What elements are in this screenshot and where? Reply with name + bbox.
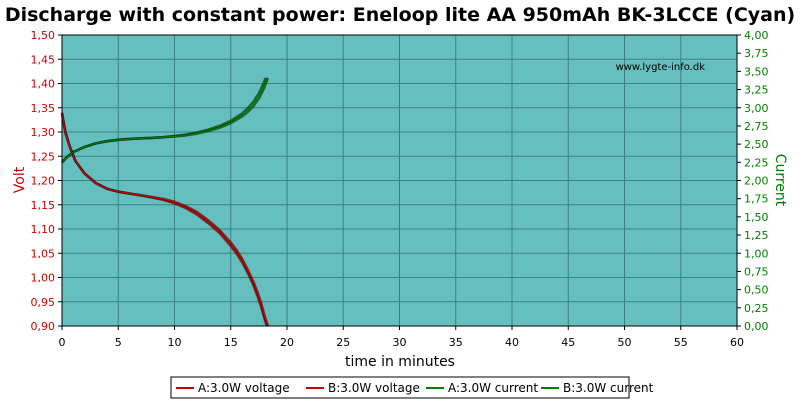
left-tick-label: 1,10 [31, 223, 56, 236]
legend-label: B:3.0W voltage [328, 381, 420, 395]
x-tick-label: 45 [561, 336, 575, 349]
left-tick-label: 1,40 [31, 78, 56, 91]
left-tick-label: 1,30 [31, 126, 56, 139]
left-tick-label: 0,95 [31, 296, 56, 309]
x-tick-label: 50 [618, 336, 632, 349]
left-tick-label: 1,20 [31, 175, 56, 188]
right-tick-label: 3,75 [744, 47, 769, 60]
right-tick-label: 4,00 [744, 29, 769, 42]
legend-label: A:3.0W voltage [198, 381, 290, 395]
left-tick-label: 1,45 [31, 53, 56, 66]
right-tick-label: 1,25 [744, 229, 769, 242]
x-tick-label: 25 [336, 336, 350, 349]
legend-label: B:3.0W current [563, 381, 654, 395]
right-y-axis: 0,00 0,25 0,50 0,75 1,00 1,25 1,50 1,75 2,00 2,25… [737, 29, 769, 333]
left-tick-label: 1,35 [31, 102, 56, 115]
left-tick-label: 1,00 [31, 272, 56, 285]
series-line-1 [61, 113, 269, 327]
left-tick-label: 1,05 [31, 247, 56, 260]
right-tick-label: 2,50 [744, 138, 769, 151]
right-tick-label: 0,75 [744, 265, 769, 278]
x-tick-label: 5 [115, 336, 122, 349]
legend: A:3.0W voltage B:3.0W voltage A:3.0W curre… [170, 376, 654, 399]
right-y-axis-label: Current [772, 154, 788, 207]
left-tick-label: 1,50 [31, 29, 56, 42]
x-tick-label: 60 [730, 336, 744, 349]
series-line-3 [61, 77, 269, 163]
x-tick-label: 15 [224, 336, 238, 349]
right-tick-label: 0,25 [744, 302, 769, 315]
left-tick-label: 1,15 [31, 199, 56, 212]
right-tick-label: 2,00 [744, 175, 769, 188]
grid-lines [62, 35, 737, 326]
right-tick-label: 1,50 [744, 211, 769, 224]
right-tick-label: 3,50 [744, 65, 769, 78]
x-tick-label: 40 [505, 336, 519, 349]
x-tick-label: 0 [59, 336, 66, 349]
right-tick-label: 2,25 [744, 156, 769, 169]
data-lines [60, 77, 270, 327]
x-tick-label: 10 [168, 336, 182, 349]
right-tick-label: 0,00 [744, 320, 769, 333]
x-tick-label: 30 [393, 336, 407, 349]
legend-box [170, 376, 630, 399]
right-tick-label: 0,50 [744, 284, 769, 297]
left-tick-label: 0,90 [31, 320, 56, 333]
watermark: www.lygte-info.dk [616, 62, 706, 73]
legend-label: A:3.0W current [448, 381, 538, 395]
x-tick-label: 20 [280, 336, 294, 349]
x-axis: 0 5 10 15 20 25 30 35 40 45 50 55 60 [59, 326, 744, 349]
left-y-axis: 0,90 0,95 1,00 1,05 1,10 1,15 1,20 1,25 1,30 1,35… [31, 29, 62, 333]
right-tick-label: 3,25 [744, 84, 769, 97]
left-y-axis-label: Volt [12, 166, 28, 193]
x-tick-label: 35 [449, 336, 463, 349]
right-tick-label: 1,75 [744, 193, 769, 206]
right-tick-label: 1,00 [744, 247, 769, 260]
right-tick-label: 3,00 [744, 102, 769, 115]
right-tick-label: 2,75 [744, 120, 769, 133]
chart-title: Discharge with constant power: Eneloop l… [5, 4, 795, 26]
x-tick-label: 55 [674, 336, 688, 349]
left-tick-label: 1,25 [31, 150, 56, 163]
x-axis-label: time in minutes [345, 354, 455, 370]
